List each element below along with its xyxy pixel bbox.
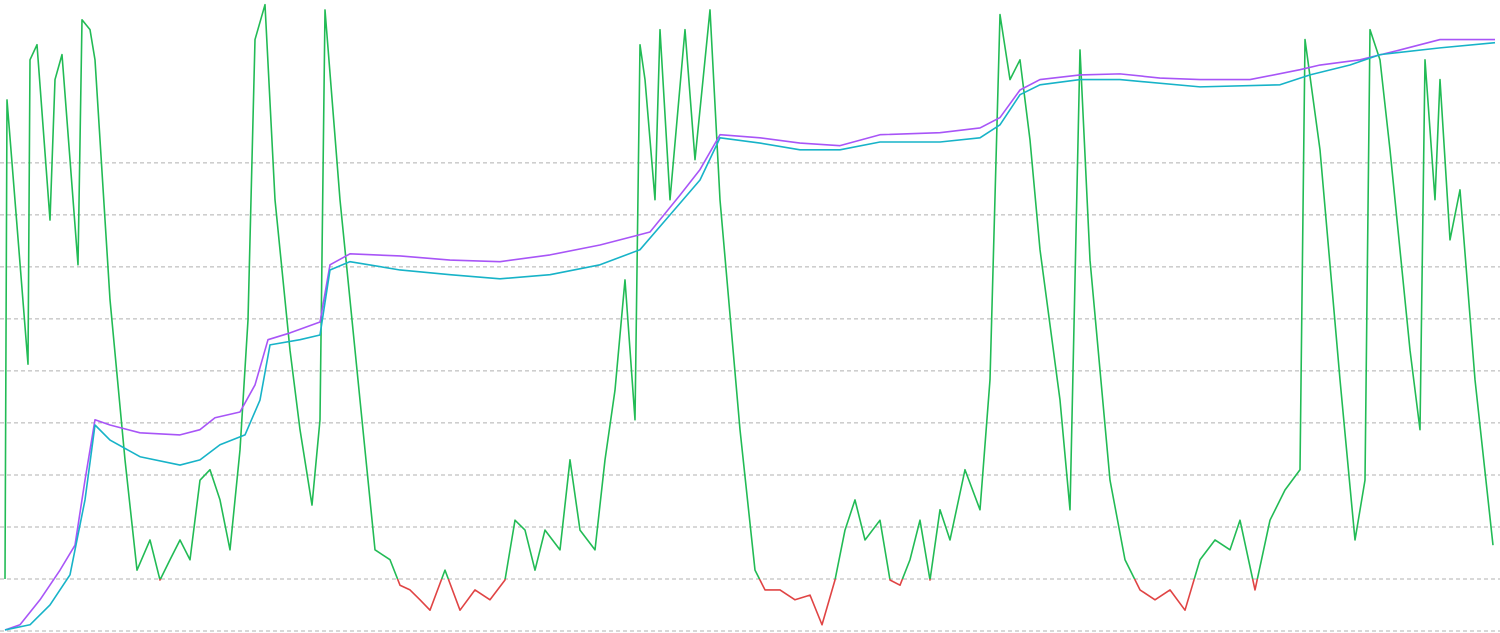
line-series (4, 3, 1494, 626)
line-series (4, 38, 1495, 631)
line-series (4, 41, 1496, 631)
